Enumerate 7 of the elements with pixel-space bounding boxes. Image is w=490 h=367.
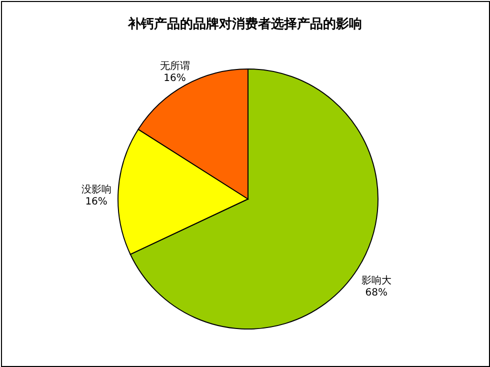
slice-label: 影响大 <box>361 274 392 286</box>
slice-label: 无所谓 <box>160 60 190 72</box>
data-label: 16% <box>164 72 186 84</box>
data-label: 16% <box>85 196 108 208</box>
slice-label: 没影响 <box>81 183 112 196</box>
chart-title: 补钙产品的品牌对消费者选择产品的影响 <box>127 16 362 32</box>
data-label: 68% <box>365 287 388 298</box>
